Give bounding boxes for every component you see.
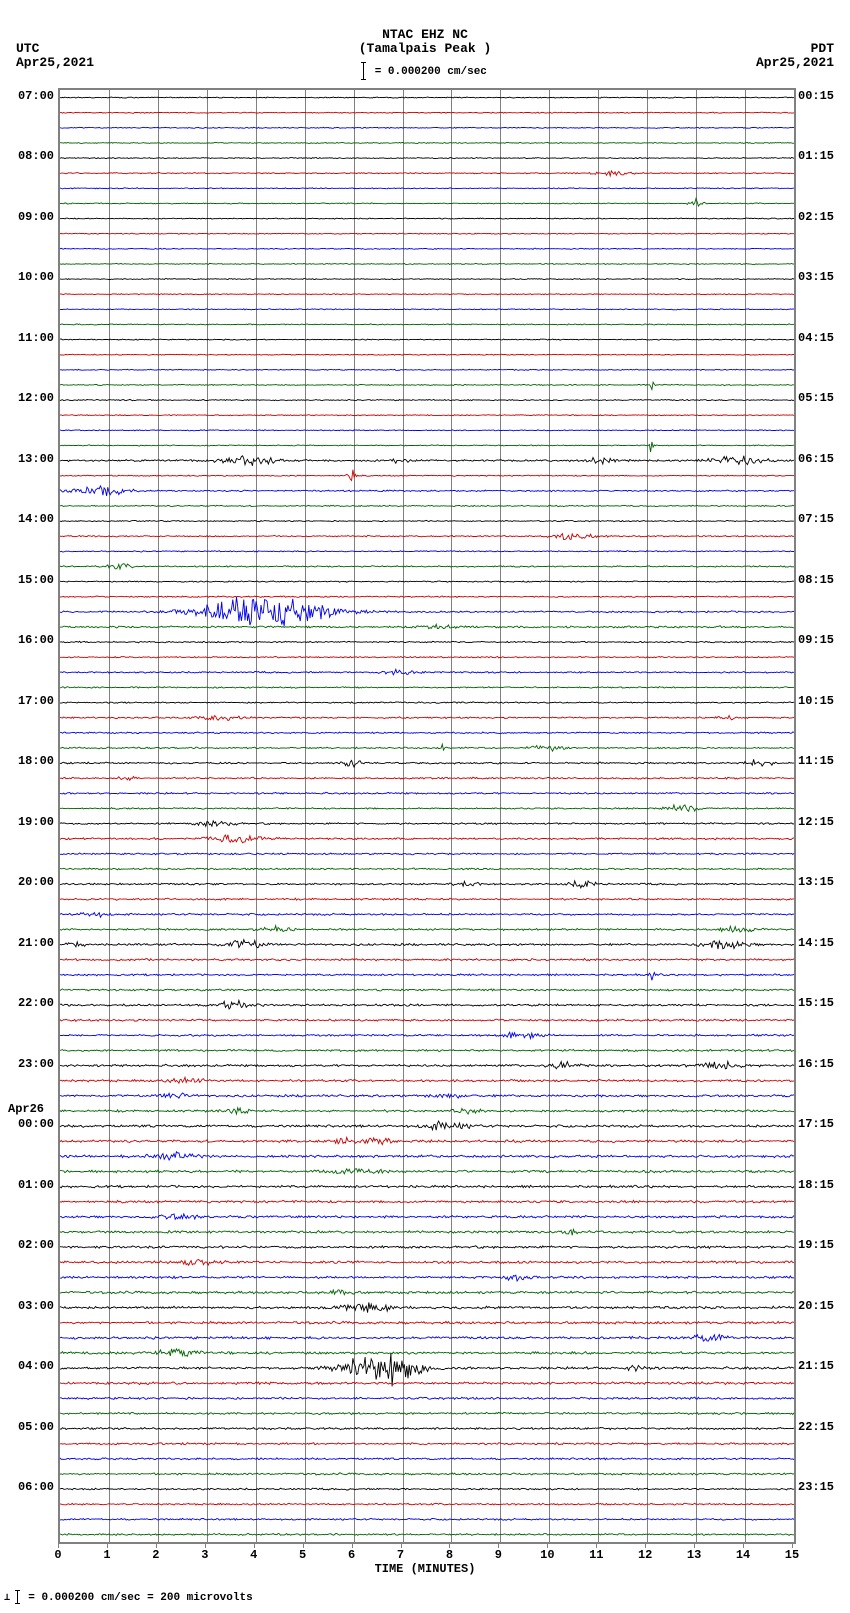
left-time-label: 16:00 xyxy=(18,633,54,647)
plot-header: NTAC EHZ NC (Tamalpais Peak ) = 0.000200… xyxy=(0,28,850,80)
x-tick-label: 13 xyxy=(687,1548,701,1562)
left-time-label: 21:00 xyxy=(18,936,54,950)
x-tick-label: 11 xyxy=(589,1548,603,1562)
left-time-label: 19:00 xyxy=(18,815,54,829)
left-time-label: 18:00 xyxy=(18,754,54,768)
left-time-label: 03:00 xyxy=(18,1299,54,1313)
footer-scale: ⊥ = 0.000200 cm/sec = 200 microvolts xyxy=(4,1590,253,1604)
x-tick-label: 12 xyxy=(638,1548,652,1562)
left-time-label: 11:00 xyxy=(18,331,54,345)
left-date-label: Apr26 xyxy=(8,1102,44,1116)
x-tick-label: 15 xyxy=(785,1548,799,1562)
x-tick-label: 14 xyxy=(736,1548,750,1562)
right-time-label: 16:15 xyxy=(798,1057,834,1071)
right-time-label: 21:15 xyxy=(798,1359,834,1373)
plot-area xyxy=(58,88,796,1544)
footer-tick-icon: ⊥ xyxy=(4,1593,10,1604)
left-time-label: 20:00 xyxy=(18,875,54,889)
x-axis-title: TIME (MINUTES) xyxy=(0,1562,850,1576)
right-time-label: 17:15 xyxy=(798,1117,834,1131)
x-tick-label: 7 xyxy=(397,1548,404,1562)
right-time-label: 15:15 xyxy=(798,996,834,1010)
right-time-label: 18:15 xyxy=(798,1178,834,1192)
footer-text: = 0.000200 cm/sec = 200 microvolts xyxy=(28,1592,252,1604)
right-time-label: 02:15 xyxy=(798,210,834,224)
station-code: NTAC EHZ NC xyxy=(0,28,850,42)
scale-indicator: = 0.000200 cm/sec xyxy=(0,62,850,80)
left-time-label: 07:00 xyxy=(18,89,54,103)
x-tick-label: 2 xyxy=(152,1548,159,1562)
right-time-label: 07:15 xyxy=(798,512,834,526)
left-time-label: 09:00 xyxy=(18,210,54,224)
left-time-label: 17:00 xyxy=(18,694,54,708)
right-time-label: 14:15 xyxy=(798,936,834,950)
left-time-label: 01:00 xyxy=(18,1178,54,1192)
x-tick-label: 6 xyxy=(348,1548,355,1562)
right-time-label: 01:15 xyxy=(798,149,834,163)
x-tick-label: 10 xyxy=(540,1548,554,1562)
footer-scale-bar-icon xyxy=(17,1590,18,1604)
left-time-label: 13:00 xyxy=(18,452,54,466)
right-time-label: 04:15 xyxy=(798,331,834,345)
x-tick-label: 0 xyxy=(54,1548,61,1562)
left-time-label: 04:00 xyxy=(18,1359,54,1373)
left-time-label: 22:00 xyxy=(18,996,54,1010)
scale-text: = 0.000200 cm/sec xyxy=(375,66,487,78)
right-time-label: 10:15 xyxy=(798,694,834,708)
right-time-label: 00:15 xyxy=(798,89,834,103)
left-time-label: 08:00 xyxy=(18,149,54,163)
left-time-label: 10:00 xyxy=(18,270,54,284)
scale-bar-icon xyxy=(363,62,364,80)
x-tick-label: 3 xyxy=(201,1548,208,1562)
seismogram-container: UTC Apr25,2021 PDT Apr25,2021 NTAC EHZ N… xyxy=(0,0,850,1613)
x-tick-label: 4 xyxy=(250,1548,257,1562)
x-tick-label: 9 xyxy=(495,1548,502,1562)
right-time-label: 23:15 xyxy=(798,1480,834,1494)
left-time-label: 12:00 xyxy=(18,391,54,405)
x-tick-label: 1 xyxy=(103,1548,110,1562)
left-time-label: 05:00 xyxy=(18,1420,54,1434)
right-time-label: 03:15 xyxy=(798,270,834,284)
right-time-label: 05:15 xyxy=(798,391,834,405)
right-time-label: 12:15 xyxy=(798,815,834,829)
station-name: (Tamalpais Peak ) xyxy=(0,42,850,56)
right-time-label: 06:15 xyxy=(798,452,834,466)
left-time-label: 14:00 xyxy=(18,512,54,526)
right-time-label: 08:15 xyxy=(798,573,834,587)
x-tick-label: 5 xyxy=(299,1548,306,1562)
right-time-label: 09:15 xyxy=(798,633,834,647)
left-time-label: 15:00 xyxy=(18,573,54,587)
right-time-label: 13:15 xyxy=(798,875,834,889)
right-time-label: 19:15 xyxy=(798,1238,834,1252)
x-tick-label: 8 xyxy=(446,1548,453,1562)
right-time-label: 22:15 xyxy=(798,1420,834,1434)
left-time-label: 00:00 xyxy=(18,1117,54,1131)
left-time-label: 06:00 xyxy=(18,1480,54,1494)
right-time-label: 20:15 xyxy=(798,1299,834,1313)
trace-row xyxy=(60,90,794,1542)
left-time-label: 02:00 xyxy=(18,1238,54,1252)
left-time-label: 23:00 xyxy=(18,1057,54,1071)
right-time-label: 11:15 xyxy=(798,754,834,768)
